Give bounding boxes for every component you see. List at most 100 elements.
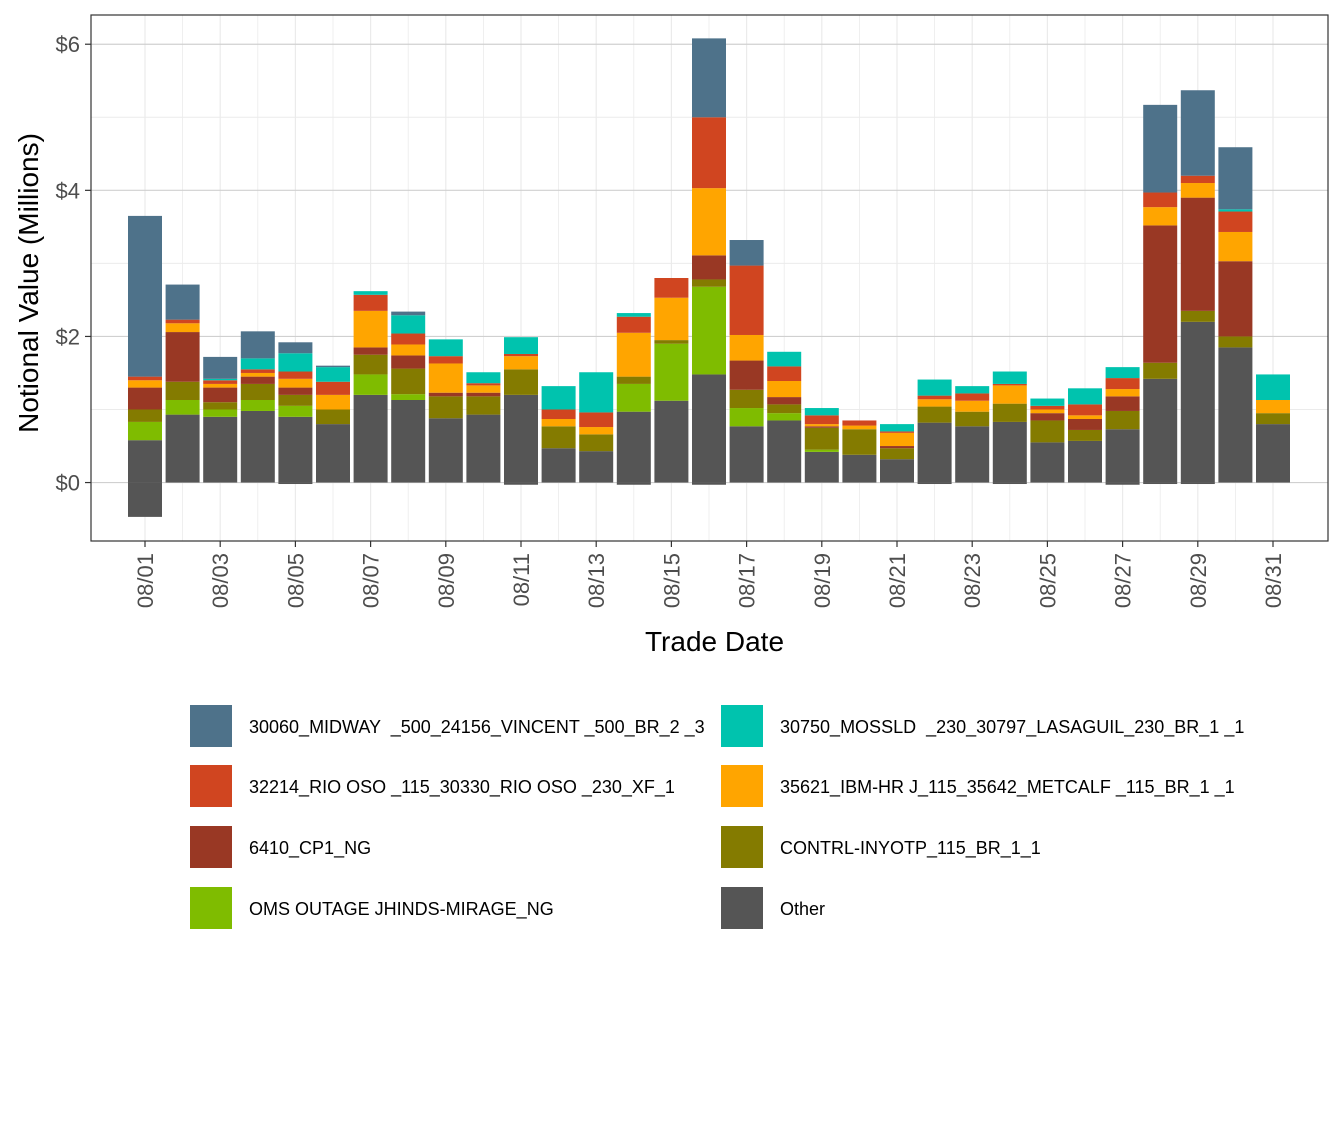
bar-segment xyxy=(278,342,313,354)
bar-segment xyxy=(729,334,764,361)
bar-segment xyxy=(541,386,576,410)
bar-segment-negative xyxy=(278,482,313,485)
plot-panel-border xyxy=(90,14,1329,542)
bar-segment xyxy=(541,448,576,483)
bar-segment xyxy=(1068,404,1102,416)
bar-segment xyxy=(955,386,990,394)
legend-label: 6410_CP1_NG xyxy=(249,838,371,859)
axis-layer: $0 $2 $4 $6 08/01 08/03 08/05 08/07 08/09 08/11 08… xyxy=(56,32,1286,608)
bar-segment xyxy=(278,394,313,406)
bar-segment xyxy=(992,383,1027,386)
bar-segment xyxy=(1030,405,1065,410)
bar-segment xyxy=(616,332,651,377)
bar-segment xyxy=(767,397,802,405)
bar-segment xyxy=(240,372,275,377)
legend-label: 30750_MOSSLD _230_30797_LASAGUIL_230_BR_… xyxy=(780,717,1244,738)
bar-segment xyxy=(955,393,990,401)
legend-item: 32214_RIO OSO _115_30330_RIO OSO _230_XF… xyxy=(190,765,675,807)
bar-segment xyxy=(466,372,501,384)
bar-segment xyxy=(391,344,426,356)
bar-segment xyxy=(992,403,1027,422)
bar-segment xyxy=(165,319,200,324)
bar-segment xyxy=(1180,310,1215,322)
bar-segment xyxy=(579,427,614,435)
legend-label: Other xyxy=(780,899,825,919)
bar-segment xyxy=(203,416,238,483)
bar-segment xyxy=(1218,261,1253,337)
bar-segment xyxy=(391,333,426,345)
bar-segment xyxy=(880,448,914,460)
legend-swatch xyxy=(721,826,763,868)
x-tick-label: 08/31 xyxy=(1261,553,1286,608)
bar-segment xyxy=(579,434,614,452)
legend-item: Other xyxy=(721,887,825,929)
bar-segment xyxy=(278,416,313,483)
legend-swatch xyxy=(190,705,232,747)
x-axis-title: Trade Date xyxy=(645,626,784,657)
bar-segment xyxy=(428,396,463,419)
y-tick-label: $2 xyxy=(56,324,80,349)
bar-segment xyxy=(767,381,802,398)
bar-segment xyxy=(1105,396,1140,411)
legend-item: OMS OUTAGE JHINDS-MIRAGE_NG xyxy=(190,887,554,929)
bar-segment xyxy=(466,385,501,393)
bar-segment xyxy=(579,451,614,483)
bar-segment xyxy=(917,399,952,407)
bar-segment xyxy=(353,294,388,311)
bar-segment xyxy=(1180,90,1215,176)
bar-segment xyxy=(1068,388,1102,405)
bar-segment xyxy=(1256,374,1290,401)
bar-segment xyxy=(616,316,651,333)
bar-segment xyxy=(316,424,350,483)
bar-segment xyxy=(804,451,839,483)
bar-segment-negative xyxy=(992,482,1027,485)
bar-segment xyxy=(1105,389,1140,397)
bar-segment xyxy=(1105,429,1140,483)
bar-segment xyxy=(917,379,952,396)
bar-segment-negative xyxy=(1105,482,1140,485)
bar-segment xyxy=(767,351,802,367)
bar-segment xyxy=(1218,209,1253,212)
bar-segment xyxy=(1143,362,1178,379)
bar-segment xyxy=(203,378,238,381)
bar-segment xyxy=(842,420,877,426)
bar-segment xyxy=(128,421,162,441)
bar-segment xyxy=(165,381,200,401)
bar-segment xyxy=(203,356,238,379)
bar-segment xyxy=(316,367,350,382)
bar-segment xyxy=(917,395,952,400)
bar-segment xyxy=(1068,415,1102,419)
x-tick-label: 08/23 xyxy=(960,553,985,608)
bar-segment xyxy=(240,369,275,373)
bar-segment xyxy=(203,387,238,403)
bar-segment xyxy=(880,424,914,432)
bar-segment xyxy=(1105,367,1140,379)
x-tick-label: 08/17 xyxy=(735,553,760,608)
legend-swatch xyxy=(190,826,232,868)
bar-segment xyxy=(428,339,463,357)
bar-segment xyxy=(353,354,388,375)
bar-segment xyxy=(203,409,238,417)
bar-segment xyxy=(541,418,576,427)
bar-segment xyxy=(240,410,275,483)
bar-segment xyxy=(616,411,651,483)
bar-segment xyxy=(128,387,162,410)
bar-segment xyxy=(165,414,200,483)
bar-segment xyxy=(1143,207,1178,226)
bar-segment-negative xyxy=(1180,482,1215,485)
bar-segment xyxy=(391,394,426,401)
bar-segment xyxy=(391,355,426,369)
bar-segment xyxy=(1105,378,1140,390)
legend-label: 35621_IBM-HR J_115_35642_METCALF _115_BR… xyxy=(780,777,1235,798)
bar-segment xyxy=(692,38,726,118)
bar-segment xyxy=(1218,336,1253,348)
legend-item: 30750_MOSSLD _230_30797_LASAGUIL_230_BR_… xyxy=(721,705,1244,747)
bar-segment xyxy=(316,409,350,425)
bar-segment xyxy=(1030,409,1065,414)
x-tick-label: 08/29 xyxy=(1186,553,1211,608)
bars-layer xyxy=(128,38,1290,517)
bar-segment xyxy=(616,383,651,412)
legend: 30060_MIDWAY _500_24156_VINCENT _500_BR_… xyxy=(190,705,1244,929)
